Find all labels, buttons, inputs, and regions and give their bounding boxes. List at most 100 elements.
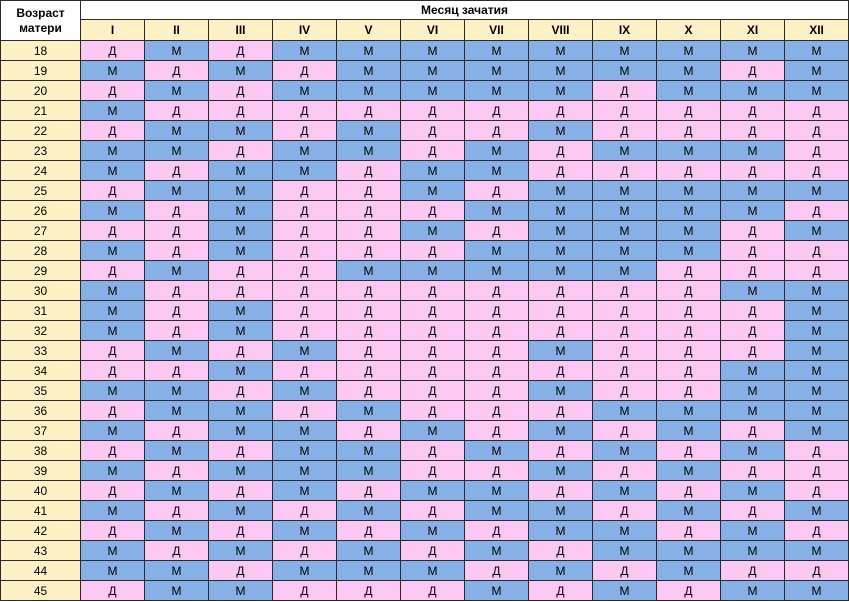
gender-cell: Д [80,580,145,601]
table-row: 20 Д М Д М М М М М Д М М М [0,80,849,101]
gender-cell: Д [80,440,145,461]
gender-cell: М [400,60,465,81]
gender-cell: Д [208,440,273,461]
mother-age-header-line2: матери [19,20,62,35]
gender-cell: Д [464,100,529,121]
gender-cell: М [720,440,785,461]
gender-cell: М [656,460,721,481]
gender-cell: Д [400,340,465,361]
gender-cell: М [272,560,337,581]
gender-cell: М [272,80,337,101]
table-row: 28 М Д М Д Д Д М М М М Д Д [0,240,849,261]
gender-cell: М [336,40,401,61]
mother-age-cell: 37 [0,420,81,441]
gender-cell: Д [656,380,721,401]
gender-cell: М [144,120,209,141]
gender-cell: М [464,200,529,221]
gender-cell: М [656,420,721,441]
month-header: IX [592,19,657,41]
gender-cell: М [464,540,529,561]
gender-cell: М [656,80,721,101]
gender-cell: Д [272,240,337,261]
gender-cell: М [592,40,657,61]
gender-cell: Д [656,440,721,461]
gender-cell: Д [464,320,529,341]
gender-cell: Д [144,460,209,481]
gender-cell: Д [528,140,593,161]
gender-cell: Д [80,220,145,241]
gender-cell: М [783,380,849,401]
mother-age-cell: 42 [0,520,81,541]
gender-cell: Д [528,400,593,421]
gender-cell: М [464,40,529,61]
gender-cell: Д [783,520,849,541]
gender-cell: М [208,180,273,201]
gender-cell: Д [464,340,529,361]
gender-cell: М [208,320,273,341]
gender-cell: Д [336,360,401,381]
gender-cell: М [144,580,209,601]
gender-cell: М [464,480,529,501]
gender-cell: М [528,80,593,101]
gender-cell: Д [144,280,209,301]
table-row: 38 Д М Д М М Д М Д М Д М Д [0,440,849,461]
gender-cell: Д [592,360,657,381]
gender-cell: М [528,60,593,81]
gender-cell: М [400,220,465,241]
table-row: 41 М Д М Д М Д М М Д М Д М [0,500,849,521]
gender-cell: М [783,60,849,81]
gender-cell: М [144,260,209,281]
gender-cell: Д [80,340,145,361]
gender-cell: М [783,500,849,521]
gender-cell: М [464,580,529,601]
gender-cell: Д [528,320,593,341]
gender-cell: М [80,160,145,181]
gender-cell: М [144,180,209,201]
gender-cell: М [336,560,401,581]
gender-cell: Д [208,560,273,581]
gender-cell: М [528,560,593,581]
gender-cell: М [528,380,593,401]
mother-age-cell: 43 [0,540,81,561]
mother-age-cell: 19 [0,60,81,81]
gender-cell: М [272,380,337,401]
gender-cell: М [592,400,657,421]
gender-cell: М [336,460,401,481]
gender-cell: М [720,400,785,421]
gender-cell: М [80,60,145,81]
month-header-row: I II III IV V VI VII VIII IX X XI XII [1,19,849,41]
mother-age-cell: 35 [0,380,81,401]
gender-cell: Д [464,280,529,301]
gender-cell: М [336,120,401,141]
gender-cell: Д [400,120,465,141]
gender-cell: Д [720,260,785,281]
gender-cell: Д [272,120,337,141]
gender-cell: Д [592,280,657,301]
gender-cell: М [656,560,721,581]
month-header: I [80,19,145,41]
gender-cell: М [783,580,849,601]
gender-cell: Д [783,140,849,161]
gender-cell: Д [208,40,273,61]
gender-cell: Д [336,280,401,301]
mother-age-cell: 39 [0,460,81,481]
gender-cell: Д [656,100,721,121]
gender-cell: М [783,340,849,361]
gender-cell: М [208,60,273,81]
gender-cell: М [656,540,721,561]
gender-cell: Д [464,420,529,441]
gender-cell: Д [720,340,785,361]
gender-cell: Д [336,220,401,241]
gender-cell: Д [336,160,401,181]
gender-cell: М [592,60,657,81]
gender-cell: Д [272,300,337,321]
mother-age-cell: 25 [0,180,81,201]
gender-cell: М [720,180,785,201]
gender-cell: Д [208,80,273,101]
gender-cell: М [272,480,337,501]
gender-cell: Д [783,120,849,141]
gender-cell: Д [720,100,785,121]
gender-cell: М [656,140,721,161]
gender-cell: М [656,220,721,241]
gender-cell: М [528,120,593,141]
